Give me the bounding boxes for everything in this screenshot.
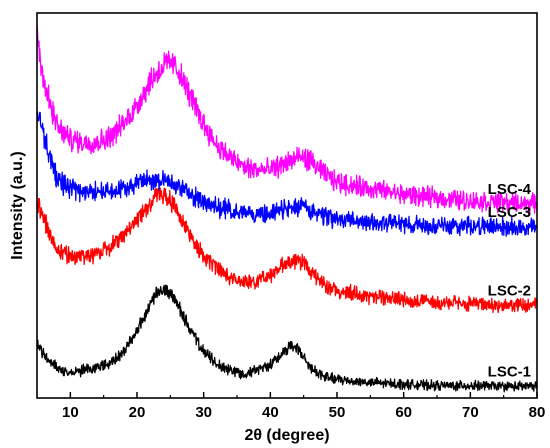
x-tick-label: 30	[195, 404, 212, 421]
series-line-lsc-4	[36, 25, 538, 215]
x-tick-label: 80	[529, 404, 546, 421]
plot-frame	[36, 12, 538, 399]
series-label-lsc-4: LSC-4	[488, 181, 532, 198]
series-label-lsc-1: LSC-1	[488, 363, 531, 380]
label-layer: LSC-1 LSC-2 LSC-3 LSC-4	[488, 181, 532, 380]
x-axis-title: 2θ (degree)	[244, 427, 329, 444]
x-tick-label: 10	[62, 404, 79, 421]
x-tick-label: 40	[262, 404, 279, 421]
y-axis-title: Intensity (a.u.)	[9, 151, 26, 259]
series-label-lsc-3: LSC-3	[488, 204, 531, 221]
series-line-lsc-1	[36, 284, 538, 393]
x-tick-label: 60	[395, 404, 412, 421]
series-label-lsc-2: LSC-2	[488, 283, 531, 300]
series-line-lsc-3	[36, 111, 538, 237]
series-layer	[36, 25, 538, 393]
tick-layer: 10 20 30 40 50 60 70 80	[62, 392, 545, 421]
x-tick-label: 50	[329, 404, 346, 421]
x-tick-label: 20	[129, 404, 146, 421]
x-tick-label: 70	[462, 404, 479, 421]
series-line-lsc-2	[36, 187, 538, 314]
